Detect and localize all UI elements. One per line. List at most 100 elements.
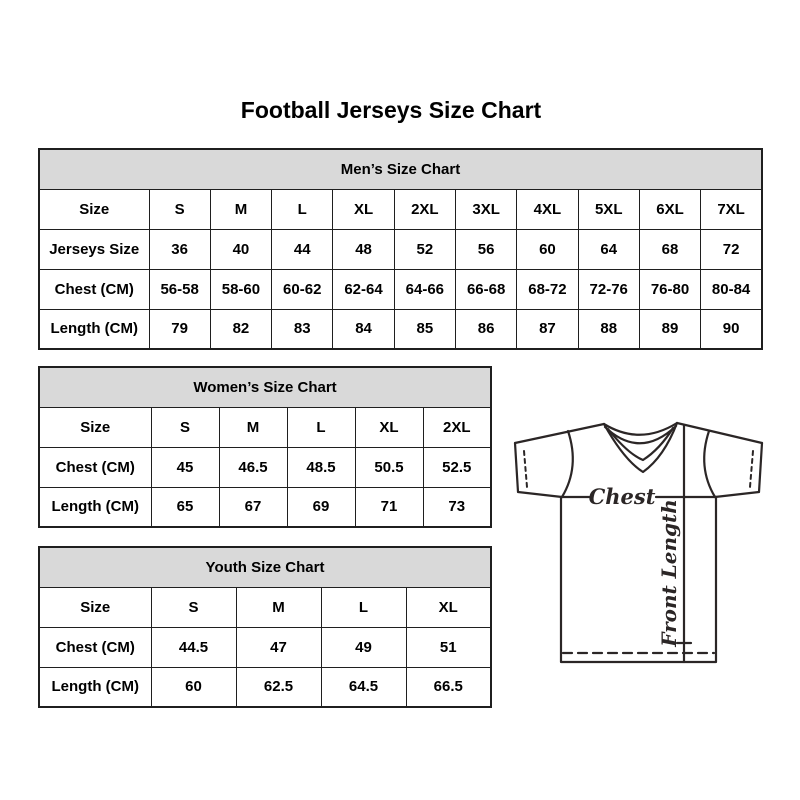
value-cell: 46.5 bbox=[218, 446, 288, 488]
youth-table-title: Youth Size Chart bbox=[38, 546, 492, 588]
left-armhole-seam bbox=[560, 429, 574, 499]
value-cell: 60 bbox=[516, 228, 579, 270]
size-cell: 2XL bbox=[393, 188, 456, 230]
value-cell: 88 bbox=[577, 308, 640, 350]
value-cell: 85 bbox=[393, 308, 456, 350]
jersey-outline bbox=[513, 441, 564, 499]
womens-table-header-row: Women’s Size Chart bbox=[38, 366, 492, 408]
table-row: Jerseys Size 36 40 44 48 52 56 60 64 68 … bbox=[38, 228, 763, 270]
size-cell: XL bbox=[332, 188, 395, 230]
value-cell: 71 bbox=[354, 486, 424, 528]
value-cell: 82 bbox=[209, 308, 273, 350]
value-cell: 62-64 bbox=[332, 268, 395, 310]
collar-v-inner bbox=[606, 426, 675, 462]
value-cell: 67 bbox=[218, 486, 288, 528]
collar-back-arc-outer bbox=[602, 421, 679, 436]
value-cell: 56 bbox=[454, 228, 518, 270]
value-cell: 69 bbox=[286, 486, 356, 528]
size-cell: XL bbox=[405, 586, 492, 628]
left-sleeve-dashed-line bbox=[523, 450, 528, 488]
value-cell: 48 bbox=[332, 228, 395, 270]
row-label: Chest (CM) bbox=[38, 626, 152, 668]
value-cell: 89 bbox=[638, 308, 702, 350]
value-cell: 72-76 bbox=[577, 268, 640, 310]
value-cell: 66-68 bbox=[454, 268, 518, 310]
value-cell: 47 bbox=[235, 626, 322, 668]
row-label: Length (CM) bbox=[38, 308, 150, 350]
value-cell: 36 bbox=[148, 228, 211, 270]
size-cell: L bbox=[320, 586, 407, 628]
right-sleeve-dashed-line bbox=[749, 450, 754, 488]
value-cell: 68-72 bbox=[516, 268, 579, 310]
jersey-body-outline bbox=[559, 495, 718, 664]
value-cell: 58-60 bbox=[209, 268, 273, 310]
chest-label: Chest bbox=[589, 484, 656, 509]
size-cell: S bbox=[148, 188, 211, 230]
front-length-label: Front Length bbox=[657, 499, 681, 648]
size-cell: 7XL bbox=[700, 188, 763, 230]
value-cell: 60-62 bbox=[271, 268, 334, 310]
value-cell: 65 bbox=[150, 486, 220, 528]
value-cell: 40 bbox=[209, 228, 273, 270]
row-label: Length (CM) bbox=[38, 486, 152, 528]
value-cell: 50.5 bbox=[354, 446, 424, 488]
value-cell: 52.5 bbox=[422, 446, 492, 488]
womens-size-table: Women’s Size Chart Size S M L XL 2XL Che… bbox=[38, 366, 492, 528]
table-row: Length (CM) 79 82 83 84 85 86 87 88 89 9… bbox=[38, 308, 763, 350]
collar-v-outer bbox=[602, 421, 679, 474]
table-row: Length (CM) 65 67 69 71 73 bbox=[38, 486, 492, 528]
value-cell: 60 bbox=[150, 666, 237, 708]
row-label: Size bbox=[38, 406, 152, 448]
value-cell: 64.5 bbox=[320, 666, 407, 708]
value-cell: 62.5 bbox=[235, 666, 322, 708]
size-cell: XL bbox=[354, 406, 424, 448]
womens-table-title: Women’s Size Chart bbox=[38, 366, 492, 408]
value-cell: 51 bbox=[405, 626, 492, 668]
value-cell: 52 bbox=[393, 228, 456, 270]
value-cell: 72 bbox=[700, 228, 763, 270]
value-cell: 86 bbox=[454, 308, 518, 350]
size-cell: L bbox=[286, 406, 356, 448]
size-cell: M bbox=[209, 188, 273, 230]
value-cell: 44 bbox=[271, 228, 334, 270]
value-cell: 84 bbox=[332, 308, 395, 350]
table-row: Chest (CM) 44.5 47 49 51 bbox=[38, 626, 492, 668]
value-cell: 76-80 bbox=[638, 268, 702, 310]
size-cell: 6XL bbox=[638, 188, 702, 230]
value-cell: 64 bbox=[577, 228, 640, 270]
value-cell: 49 bbox=[320, 626, 407, 668]
size-cell: 5XL bbox=[577, 188, 640, 230]
value-cell: 83 bbox=[271, 308, 334, 350]
youth-table-header-row: Youth Size Chart bbox=[38, 546, 492, 588]
mens-table-title: Men’s Size Chart bbox=[38, 148, 763, 190]
mens-size-table: Men’s Size Chart Size S M L XL 2XL 3XL 4… bbox=[38, 148, 763, 350]
row-label: Length (CM) bbox=[38, 666, 152, 708]
size-cell: L bbox=[271, 188, 334, 230]
size-cell: S bbox=[150, 406, 220, 448]
size-cell: M bbox=[235, 586, 322, 628]
row-label: Chest (CM) bbox=[38, 268, 150, 310]
value-cell: 68 bbox=[638, 228, 702, 270]
row-label: Size bbox=[38, 586, 152, 628]
right-armhole-seam bbox=[703, 429, 717, 499]
jersey-measurement-diagram: Chest Front Length bbox=[513, 421, 764, 664]
size-cell: 3XL bbox=[454, 188, 518, 230]
value-cell: 80-84 bbox=[700, 268, 763, 310]
row-label: Size bbox=[38, 188, 150, 230]
size-cell: 4XL bbox=[516, 188, 579, 230]
table-row: Chest (CM) 56-58 58-60 60-62 62-64 64-66… bbox=[38, 268, 763, 310]
table-row: Size S M L XL 2XL bbox=[38, 406, 492, 448]
value-cell: 79 bbox=[148, 308, 211, 350]
jersey-outline bbox=[675, 421, 764, 445]
value-cell: 73 bbox=[422, 486, 492, 528]
size-cell: M bbox=[218, 406, 288, 448]
table-row: Length (CM) 60 62.5 64.5 66.5 bbox=[38, 666, 492, 708]
jersey-outline bbox=[513, 422, 606, 445]
table-row: Chest (CM) 45 46.5 48.5 50.5 52.5 bbox=[38, 446, 492, 488]
youth-size-table: Youth Size Chart Size S M L XL Chest (CM… bbox=[38, 546, 492, 708]
row-label: Chest (CM) bbox=[38, 446, 152, 488]
value-cell: 44.5 bbox=[150, 626, 237, 668]
value-cell: 48.5 bbox=[286, 446, 356, 488]
value-cell: 45 bbox=[150, 446, 220, 488]
row-label: Jerseys Size bbox=[38, 228, 150, 270]
